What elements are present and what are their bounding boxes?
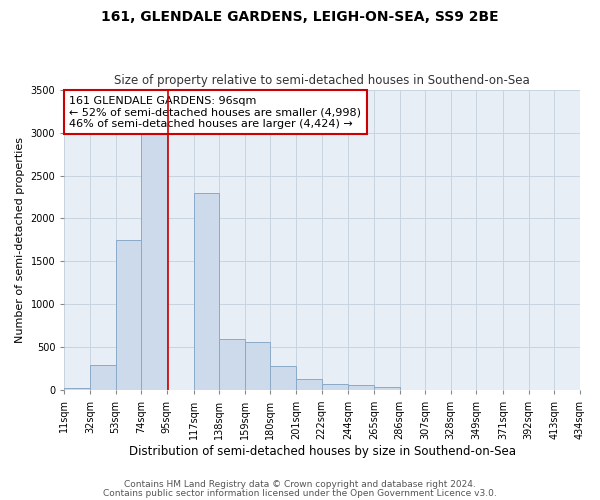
Bar [374, 387, 400, 390]
Y-axis label: Number of semi-detached properties: Number of semi-detached properties [15, 137, 25, 343]
Bar [245, 342, 271, 390]
Text: Contains public sector information licensed under the Open Government Licence v3: Contains public sector information licen… [103, 490, 497, 498]
Text: 161 GLENDALE GARDENS: 96sqm
← 52% of semi-detached houses are smaller (4,998)
46: 161 GLENDALE GARDENS: 96sqm ← 52% of sem… [70, 96, 361, 129]
Bar [271, 366, 296, 390]
Bar [322, 384, 349, 390]
Text: 161, GLENDALE GARDENS, LEIGH-ON-SEA, SS9 2BE: 161, GLENDALE GARDENS, LEIGH-ON-SEA, SS9… [101, 10, 499, 24]
Bar [219, 339, 245, 390]
Bar [141, 128, 167, 390]
Bar [64, 388, 90, 390]
Title: Size of property relative to semi-detached houses in Southend-on-Sea: Size of property relative to semi-detach… [114, 74, 530, 87]
Bar [90, 364, 116, 390]
Bar [194, 192, 219, 390]
Text: Contains HM Land Registry data © Crown copyright and database right 2024.: Contains HM Land Registry data © Crown c… [124, 480, 476, 489]
Bar [296, 379, 322, 390]
Bar [116, 240, 141, 390]
X-axis label: Distribution of semi-detached houses by size in Southend-on-Sea: Distribution of semi-detached houses by … [128, 444, 515, 458]
Bar [349, 386, 374, 390]
